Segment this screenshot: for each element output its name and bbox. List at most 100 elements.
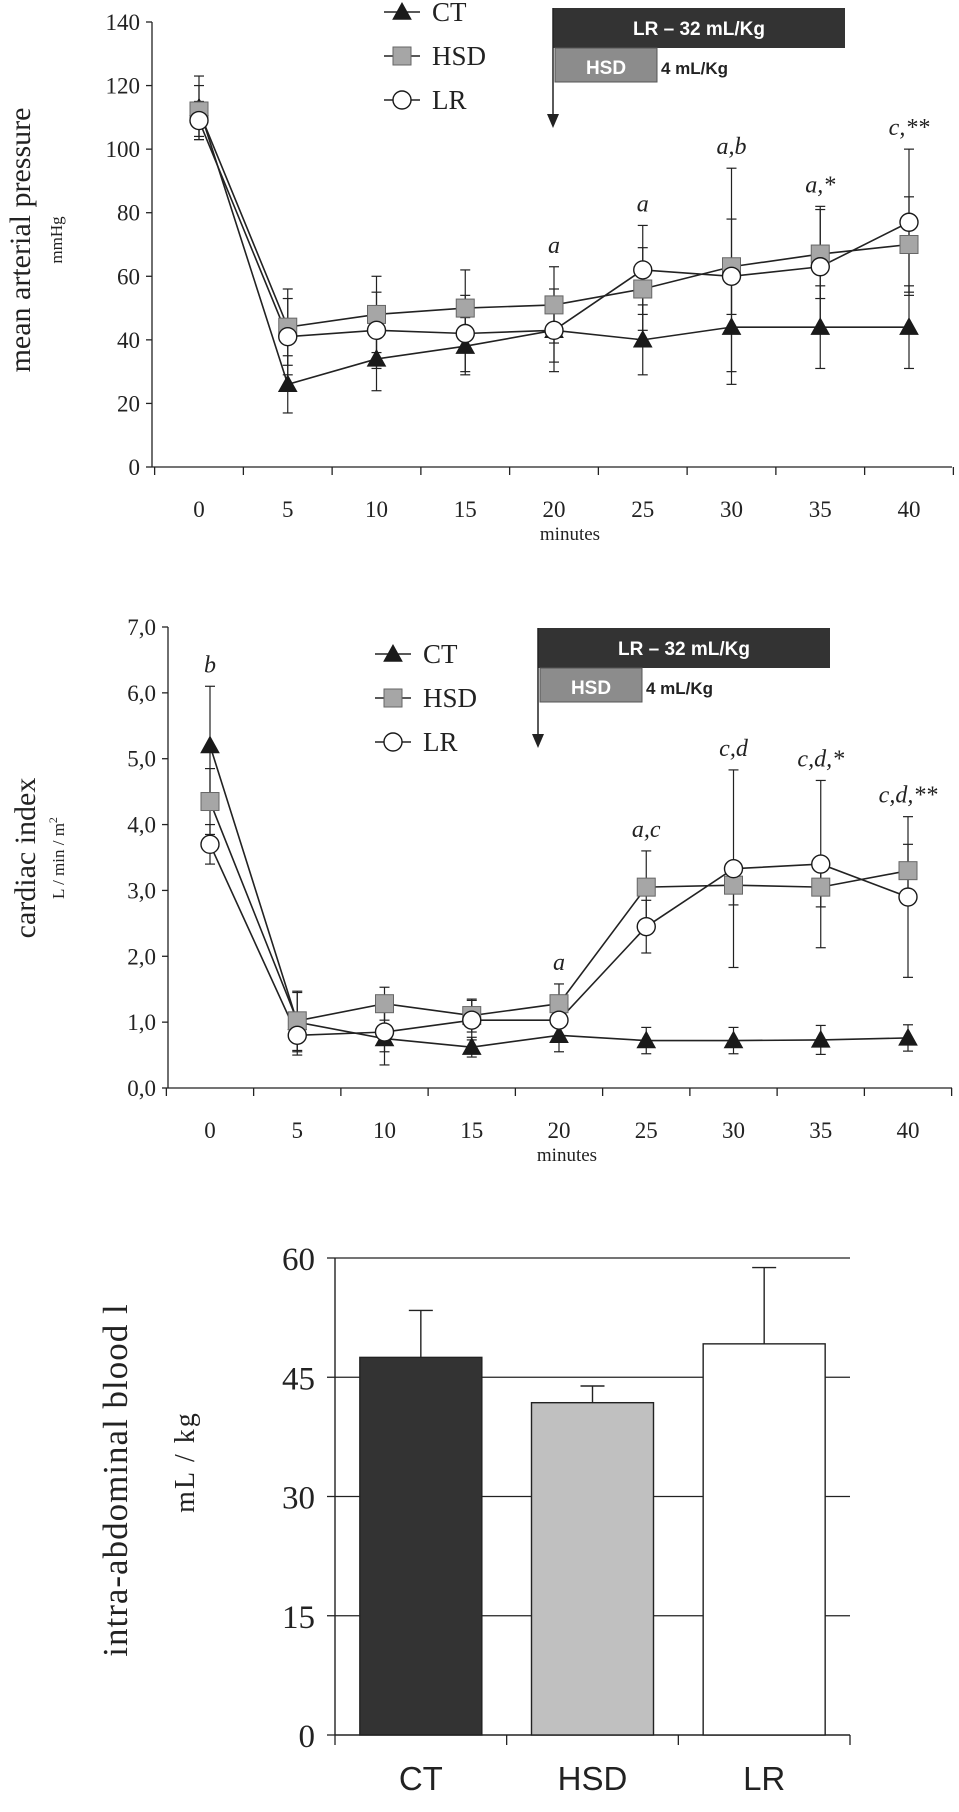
x-tick-label: 5 [292,1118,304,1143]
data-point [455,323,475,344]
category-label: LR [743,1760,785,1797]
significance-label: a,b [717,134,747,160]
data-point [898,861,918,881]
data-point [899,212,919,232]
data-point [366,348,387,367]
significance-label: a,c [632,817,661,843]
data-point [455,298,475,318]
significance-label: a [637,191,649,217]
y-tick-label: 60 [117,264,140,289]
bar-ct [359,1356,483,1736]
hsd-treatment-label: HSD [586,58,626,79]
data-point [455,336,476,354]
line-chart-1: 0 20 40 60 80 100 120 140 0 5 10 15 20 25 30 35 40 minute… [4,0,955,545]
y-axis-title: mean arterial pressure [4,108,37,373]
y-tick-label: 5,0 [127,747,156,772]
y-tick-label: 120 [106,74,141,99]
y-tick-label: 80 [117,201,140,226]
hsd-treatment-label: HSD [571,678,611,699]
data-point [200,834,220,855]
markers-lr [200,834,918,1046]
y-tick-label: 45 [282,1361,315,1397]
x-tick-label: 30 [720,497,743,522]
x-axis-title: minutes [537,1145,597,1166]
y-tick-label: 0,0 [127,1076,156,1101]
data-point [277,374,298,393]
y-tick-label: 0 [299,1719,316,1755]
data-point [721,266,742,286]
lr-treatment-bar [553,8,845,48]
significance-label: c,** [889,115,930,141]
data-point [366,320,387,341]
significance-label: c,d [719,736,749,762]
legend-marker [383,643,403,662]
hsd-dose-label: 4 mL/Kg [646,679,713,698]
data-point [636,916,656,937]
y-tick-label: 4,0 [127,813,156,838]
x-tick-label: 10 [373,1118,396,1143]
data-point [724,875,743,895]
lr-treatment-bar [538,628,830,668]
significance-label: b [204,652,216,678]
y-axis-unit: mL / kg [170,1411,201,1513]
data-point [633,260,653,280]
y-tick-label: 15 [282,1600,315,1636]
data-point [810,1029,831,1048]
x-tick-label: 20 [543,497,566,522]
markers-hsd [200,792,918,1031]
data-point [636,1030,657,1049]
data-point [549,994,569,1014]
data-point [899,317,919,335]
x-tick-label: 15 [454,497,477,522]
x-tick-label: 20 [548,1118,571,1143]
category-label: HSD [558,1760,628,1797]
significance-label: c,d,* [797,746,844,772]
data-point [544,320,564,341]
significance-label: a,* [805,172,835,198]
data-point [723,858,744,879]
y-tick-label: 3,0 [127,878,156,903]
y-tick-label: 20 [117,391,140,416]
infusion-start-arrow [547,114,559,128]
data-point [544,295,564,315]
infusion-start-arrow [532,734,544,748]
data-point [374,1022,395,1042]
data-point [461,1037,482,1055]
y-tick-label: 0 [129,455,141,480]
data-point [549,1010,569,1030]
y-tick-label: 100 [106,137,141,162]
x-tick-label: 40 [897,1118,920,1143]
x-tick-label: 10 [365,497,388,522]
data-point [898,887,918,907]
legend-marker [392,46,412,66]
y-tick-label: 140 [106,10,141,35]
legend-label: LR [432,85,467,115]
y-axis-unit-sup: 2 [46,817,60,823]
data-point [636,877,656,897]
x-tick-label: 0 [193,497,205,522]
data-point [899,235,919,254]
x-tick-label: 25 [635,1118,658,1143]
data-point [632,329,653,348]
markers-lr [189,110,919,347]
y-tick-label: 7,0 [127,615,156,640]
y-tick-label: 60 [282,1242,315,1278]
legend-marker [392,1,412,20]
data-point [287,1025,307,1046]
x-tick-label: 35 [809,497,832,522]
x-tick-label: 30 [722,1118,745,1143]
data-point [633,279,653,299]
y-axis-title: intra-abdominal blood l [96,1303,135,1656]
x-tick-label: 15 [460,1118,483,1143]
data-point [278,326,298,347]
data-point [200,735,220,754]
y-axis-unit: L / min / m2 [46,817,68,899]
category-label: CT [399,1760,443,1797]
data-point [810,317,831,335]
bar-chart: 0 15 30 45 60 CT HSD LR intra-abdominal blood l m… [96,1242,851,1797]
data-point [189,110,209,131]
line-chart-2: 0,0 1,0 2,0 3,0 4,0 5,0 6,0 7,0 0 5 10 15 20 25 30 35 40… [9,615,953,1166]
y-tick-label: 6,0 [127,681,156,706]
y-tick-label: 30 [282,1481,315,1517]
data-point [721,317,742,335]
